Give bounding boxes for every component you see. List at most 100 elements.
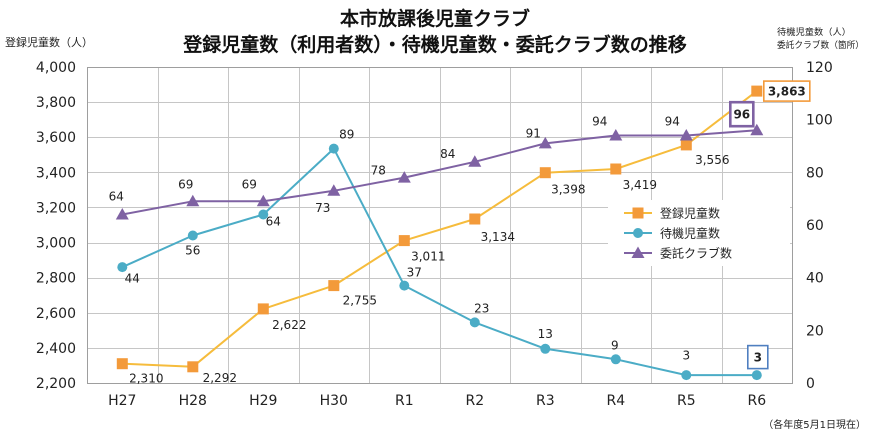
waiting-children-point-r1 — [399, 280, 410, 291]
consigned-clubs-label-r4: 94 — [592, 115, 607, 129]
registered-children-point-h28 — [187, 361, 199, 373]
waiting-children-point-h28 — [187, 230, 198, 241]
registered-children-point-r6 — [751, 85, 763, 97]
x-tick-label: R6 — [747, 393, 766, 409]
consigned-clubs-label-r3: 91 — [526, 126, 541, 140]
registered-children-label-r2: 3,134 — [481, 230, 515, 244]
registered-children-point-r4 — [610, 163, 622, 175]
waiting-children-label-r4: 9 — [611, 338, 619, 352]
registered-children-point-r3 — [539, 167, 551, 179]
waiting-children-label-h29: 64 — [266, 215, 281, 229]
waiting-children-point-r3 — [540, 343, 551, 354]
y-left-axis-title: 登録児童数（人） — [5, 35, 93, 49]
y-right-tick-label: 60 — [806, 218, 824, 234]
x-tick-label: R3 — [536, 393, 555, 409]
y-left-tick-label: 3,400 — [36, 165, 76, 181]
chart-title: 本市放課後児童クラブ — [340, 7, 530, 30]
legend-item-consigned-clubs: 委託クラブ数 — [624, 246, 732, 261]
legend-item-registered-children: 登録児童数 — [624, 206, 720, 221]
y-right-tick-label: 40 — [806, 271, 824, 287]
y-left-tick-label: 3,000 — [36, 236, 76, 252]
consigned-clubs-label-h27: 64 — [109, 190, 124, 204]
registered-children-point-h30 — [328, 280, 340, 292]
registered-children-label-r3: 3,398 — [551, 183, 585, 197]
series-line-consigned-clubs — [122, 129, 757, 216]
consigned-clubs-label-r2: 84 — [440, 147, 455, 161]
consigned-clubs-point-r4 — [609, 129, 623, 141]
waiting-children-point-h27 — [117, 262, 128, 273]
registered-children-label-h27: 2,310 — [129, 372, 163, 386]
x-tick-label: R1 — [395, 393, 414, 409]
waiting-children-point-r2 — [469, 317, 480, 328]
legend-label: 登録児童数 — [660, 206, 720, 221]
registered-children-label-r6: 3,863 — [768, 85, 806, 99]
legend-marker-circle — [633, 228, 643, 238]
y-right-tick-label: 80 — [806, 165, 824, 181]
consigned-clubs-point-r3 — [538, 136, 552, 149]
consigned-clubs-point-h30 — [327, 184, 341, 196]
consigned-clubs-label-h29: 69 — [242, 177, 257, 191]
x-tick-label: R4 — [606, 393, 625, 409]
y-right-axis-title-line2: 委託クラブ数（箇所） — [777, 39, 864, 51]
consigned-clubs-point-h28 — [186, 194, 200, 207]
registered-children-point-r5 — [680, 139, 692, 151]
registered-children-point-r2 — [469, 213, 481, 225]
x-tick-label: R5 — [677, 393, 696, 409]
legend-marker-square — [632, 207, 644, 219]
y-left-tick-label: 3,200 — [36, 200, 76, 216]
consigned-clubs-label-r5: 94 — [665, 115, 680, 129]
registered-children-label-r1: 3,011 — [411, 250, 445, 264]
registered-children-label-h30: 2,755 — [343, 294, 377, 308]
series-line-waiting-children — [121, 147, 757, 377]
waiting-children-label-r2: 23 — [474, 301, 489, 315]
x-tick-label: H28 — [179, 393, 207, 409]
waiting-children-label-h30: 89 — [339, 128, 354, 142]
waiting-children-point-h30 — [328, 143, 339, 154]
y-right-tick-label: 120 — [806, 60, 833, 76]
series-layer — [115, 85, 764, 381]
waiting-children-label-h28: 56 — [185, 244, 200, 258]
x-tick-label: H27 — [108, 393, 136, 409]
data-labels-layer: 2,310 2,292 2,622 2,755 3,011 3,134 3,398 3,419… — [109, 80, 811, 386]
waiting-children-point-r5 — [681, 370, 692, 381]
waiting-children-label-r6: 3 — [754, 351, 762, 365]
consigned-clubs-label-h28: 69 — [178, 177, 193, 191]
series-registered-children — [116, 85, 763, 373]
registered-children-point-r1 — [398, 235, 410, 247]
legend-marker-triangle — [631, 246, 645, 258]
legend-label: 待機児童数 — [660, 226, 720, 241]
plot-frame — [87, 67, 793, 384]
registered-children-label-h28: 2,292 — [203, 371, 237, 385]
y-left-tick-label: 2,800 — [36, 271, 76, 287]
chart-subtitle: 登録児童数（利用者数）・待機児童数・委託クラブ数の推移 — [182, 33, 687, 56]
waiting-children-label-r1: 37 — [407, 266, 422, 280]
series-consigned-clubs — [115, 123, 764, 220]
y-left-tick-label: 4,000 — [36, 60, 76, 76]
waiting-children-point-r4 — [610, 354, 621, 365]
registered-children-point-h29 — [257, 303, 269, 315]
consigned-clubs-point-r6 — [750, 123, 764, 136]
x-tick-label: H30 — [320, 393, 348, 409]
y-left-tick-label: 2,200 — [36, 376, 76, 392]
axes: 2,200 2,400 2,600 2,800 3,000 3,200 3,400 3,600… — [36, 60, 833, 409]
y-right-tick-label: 0 — [806, 376, 815, 392]
waiting-children-point-r6 — [751, 370, 762, 381]
series-line-registered-children — [122, 90, 758, 368]
consigned-clubs-point-r2 — [468, 155, 482, 167]
waiting-children-label-h27: 44 — [125, 272, 140, 286]
consigned-clubs-point-r5 — [679, 129, 693, 141]
y-right-tick-label: 20 — [806, 323, 824, 339]
y-right-tick-label: 100 — [806, 113, 833, 129]
y-left-tick-label: 3,600 — [36, 130, 76, 146]
footnote: （各年度5月1日現在） — [763, 418, 866, 431]
series-waiting-children — [117, 143, 762, 381]
consigned-clubs-highlight-box — [728, 100, 755, 128]
x-tick-label: H29 — [249, 393, 277, 409]
y-left-tick-label: 2,400 — [36, 341, 76, 357]
consigned-clubs-point-h29 — [256, 194, 270, 207]
registered-children-point-h27 — [116, 358, 128, 370]
consigned-clubs-label-r1: 78 — [371, 164, 386, 178]
consigned-clubs-label-h30: 73 — [315, 201, 330, 215]
